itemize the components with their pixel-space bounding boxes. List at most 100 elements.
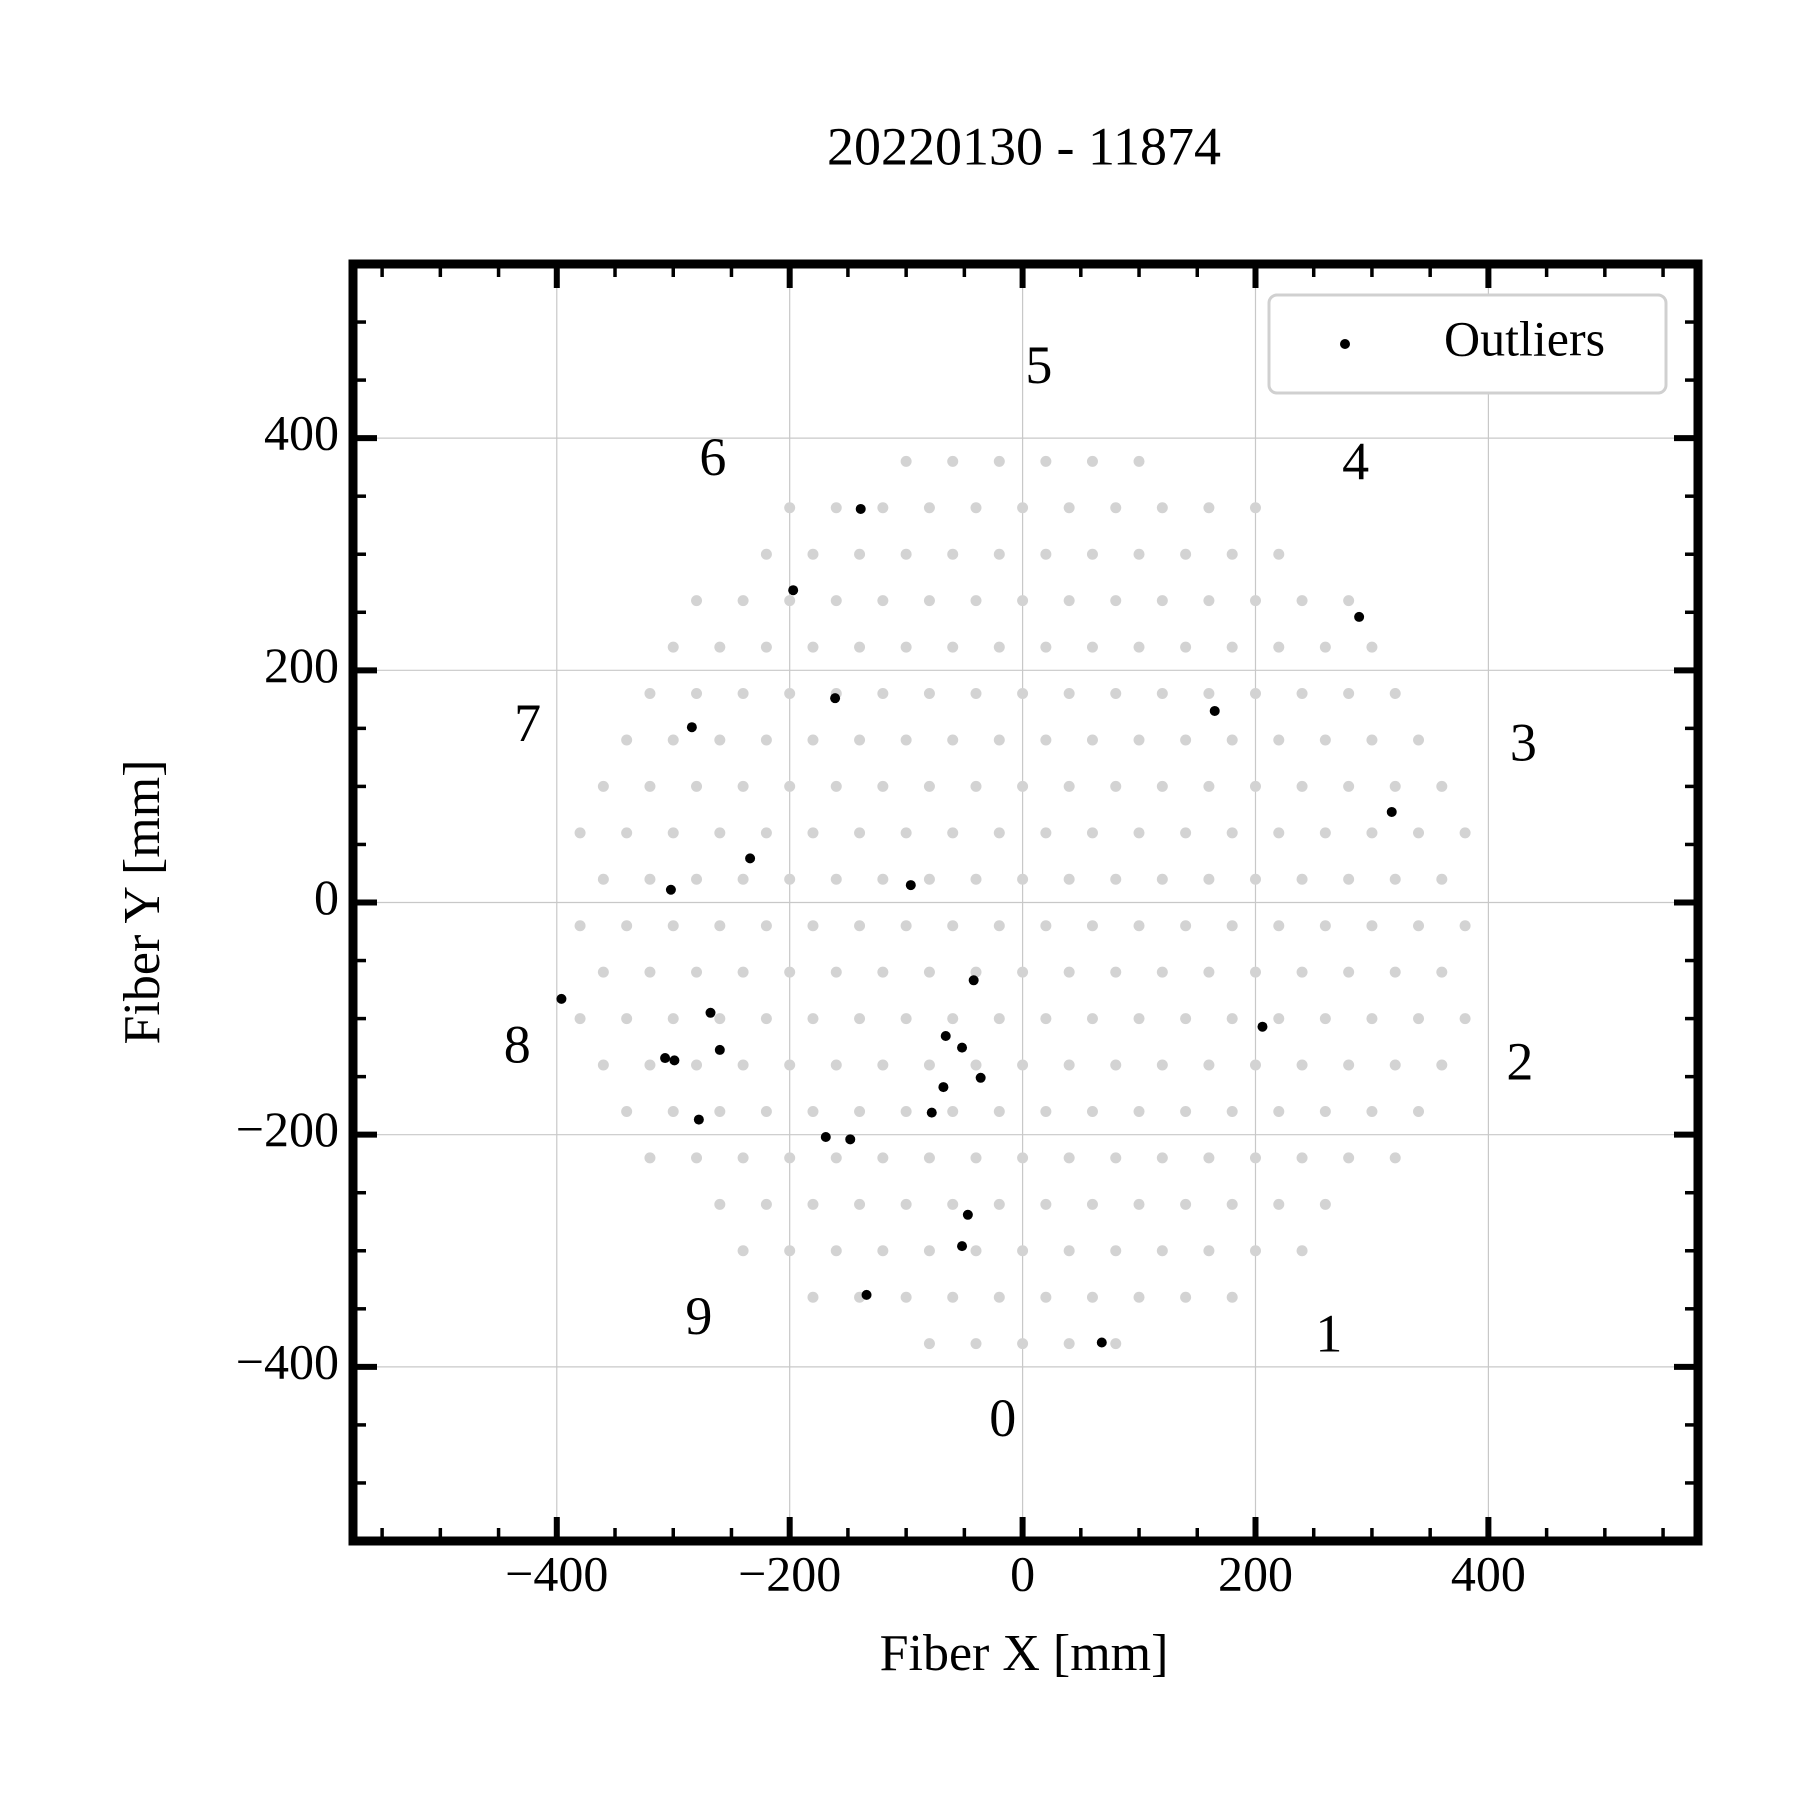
- fiber-point: [854, 920, 866, 932]
- fiber-point: [900, 827, 912, 839]
- fiber-point: [574, 827, 586, 839]
- fiber-point: [1389, 1059, 1401, 1071]
- fiber-point: [1273, 1105, 1285, 1117]
- y-tick-label: −200: [236, 1101, 339, 1157]
- fiber-point: [714, 1105, 726, 1117]
- fiber-point: [691, 780, 703, 792]
- fiber-point: [970, 502, 982, 514]
- fiber-point: [923, 1059, 935, 1071]
- fiber-point: [970, 1152, 982, 1164]
- fiber-point: [760, 641, 772, 653]
- fiber-point: [737, 780, 749, 792]
- outlier-point: [788, 585, 799, 596]
- fiber-point: [691, 873, 703, 885]
- fiber-point: [1296, 966, 1308, 978]
- outlier-point: [1257, 1021, 1268, 1032]
- fiber-point: [1156, 966, 1168, 978]
- fiber-point: [1040, 920, 1052, 932]
- fiber-point: [1133, 641, 1145, 653]
- fiber-point: [574, 920, 586, 932]
- fiber-point: [667, 734, 679, 746]
- fiber-point: [900, 641, 912, 653]
- x-tick-label: 200: [1218, 1545, 1293, 1601]
- fiber-point: [1063, 595, 1075, 607]
- fiber-point: [877, 688, 889, 700]
- fiber-point: [1156, 1059, 1168, 1071]
- fiber-point: [877, 1152, 889, 1164]
- fiber-point: [1459, 827, 1471, 839]
- fiber-point: [877, 595, 889, 607]
- fiber-point: [807, 1013, 819, 1025]
- outlier-point: [957, 1042, 968, 1053]
- fiber-point: [667, 1105, 679, 1117]
- fiber-point: [970, 1338, 982, 1350]
- outlier-point: [820, 1132, 831, 1143]
- petal-label: 4: [1342, 432, 1369, 492]
- petal-label: 7: [514, 693, 541, 753]
- fiber-point: [1226, 1291, 1238, 1303]
- outlier-point: [975, 1072, 986, 1083]
- fiber-point: [1296, 1245, 1308, 1257]
- fiber-point: [714, 641, 726, 653]
- fiber-point: [1343, 873, 1355, 885]
- outlier-point: [905, 880, 916, 891]
- fiber-point: [1110, 1245, 1122, 1257]
- fiber-point: [993, 1105, 1005, 1117]
- petal-label: 1: [1315, 1303, 1342, 1363]
- fiber-point: [900, 1013, 912, 1025]
- fiber-point: [621, 734, 633, 746]
- legend-marker: [1340, 339, 1350, 349]
- fiber-point: [621, 920, 633, 932]
- fiber-point: [970, 688, 982, 700]
- fiber-point: [1017, 688, 1029, 700]
- fiber-point: [760, 920, 772, 932]
- fiber-point: [1249, 966, 1261, 978]
- fiber-point: [1133, 1198, 1145, 1210]
- fiber-point: [644, 1059, 656, 1071]
- fiber-point: [923, 688, 935, 700]
- outlier-point: [1096, 1337, 1107, 1348]
- fiber-point: [807, 1105, 819, 1117]
- outlier-series: [556, 503, 1397, 1348]
- fiber-point: [900, 548, 912, 560]
- fiber-point: [1226, 1013, 1238, 1025]
- fiber-point: [1273, 920, 1285, 932]
- fiber-point: [1226, 827, 1238, 839]
- fiber-point: [1249, 873, 1261, 885]
- fiber-point: [1273, 548, 1285, 560]
- fiber-point: [807, 1198, 819, 1210]
- x-tick-label: 0: [1010, 1545, 1035, 1601]
- fiber-point: [807, 1291, 819, 1303]
- fiber-point: [621, 827, 633, 839]
- petal-label: 2: [1506, 1032, 1533, 1092]
- fiber-point: [877, 502, 889, 514]
- fiber-point: [1249, 595, 1261, 607]
- fiber-point: [1436, 780, 1448, 792]
- outlier-point: [926, 1107, 937, 1118]
- x-tick-label: 400: [1451, 1545, 1526, 1601]
- fiber-point: [1063, 780, 1075, 792]
- fiber-point: [830, 1245, 842, 1257]
- fiber-point: [1226, 920, 1238, 932]
- fiber-point: [597, 966, 609, 978]
- fiber-point: [854, 1105, 866, 1117]
- fiber-point: [1389, 780, 1401, 792]
- fiber-point: [1249, 1245, 1261, 1257]
- fiber-point: [621, 1013, 633, 1025]
- fiber-point: [1249, 688, 1261, 700]
- outlier-point: [665, 884, 676, 895]
- fiber-point: [1180, 641, 1192, 653]
- fiber-point: [1017, 1152, 1029, 1164]
- fiber-point: [1203, 688, 1215, 700]
- fiber-point: [1249, 1152, 1261, 1164]
- fiber-point: [947, 734, 959, 746]
- fiber-point: [760, 548, 772, 560]
- petal-label: 9: [685, 1286, 712, 1346]
- fiber-point: [854, 1013, 866, 1025]
- fiber-point: [854, 548, 866, 560]
- fiber-point: [1249, 780, 1261, 792]
- fiber-point: [1110, 502, 1122, 514]
- fiber-point: [784, 502, 796, 514]
- fiber-point: [737, 1059, 749, 1071]
